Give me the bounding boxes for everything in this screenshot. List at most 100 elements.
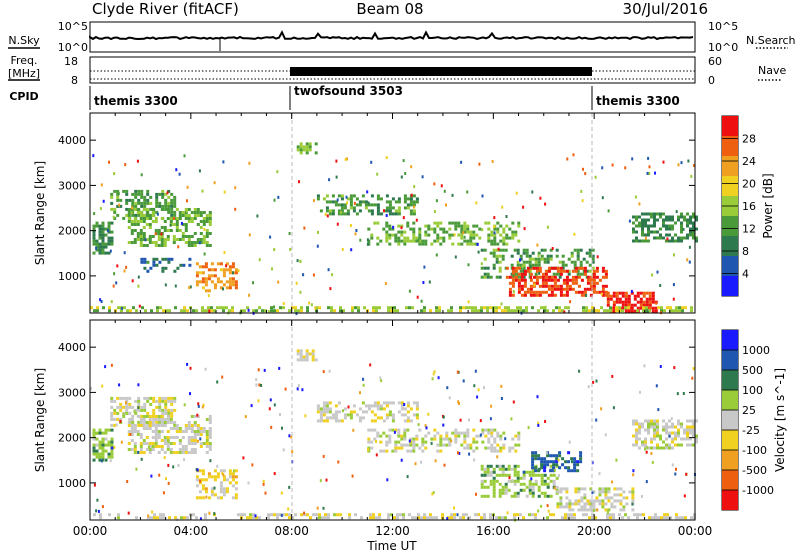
data-cell xyxy=(276,170,279,174)
data-cell xyxy=(145,238,149,241)
data-cell xyxy=(564,263,568,267)
data-cell xyxy=(403,197,407,201)
colorbar-tick-label: -100 xyxy=(742,444,767,457)
data-cell xyxy=(508,446,512,450)
data-cell xyxy=(213,478,217,482)
data-cell xyxy=(204,513,207,517)
data-cell xyxy=(273,248,276,252)
data-cell xyxy=(150,516,153,520)
data-cell xyxy=(480,479,484,483)
data-cell xyxy=(207,475,211,479)
data-cell xyxy=(519,263,523,267)
data-cell xyxy=(140,173,143,177)
data-cell xyxy=(299,358,303,362)
data-cell xyxy=(472,236,476,240)
data-cell xyxy=(248,161,251,165)
data-cell xyxy=(671,440,674,444)
data-cell xyxy=(202,442,206,445)
data-cell xyxy=(193,442,197,445)
data-cell xyxy=(296,352,300,356)
data-cell xyxy=(493,242,497,246)
data-cell xyxy=(156,306,159,310)
data-cell xyxy=(692,367,695,371)
data-cell xyxy=(531,454,535,458)
data-cell xyxy=(306,309,309,313)
data-cell xyxy=(328,416,332,420)
data-cell xyxy=(498,467,502,471)
data-cell xyxy=(192,309,195,313)
data-cell xyxy=(325,410,329,414)
data-cell xyxy=(642,300,646,304)
data-cell xyxy=(641,233,644,237)
data-cell xyxy=(522,248,526,252)
data-cell xyxy=(647,212,650,216)
data-cell xyxy=(193,217,197,220)
data-cell xyxy=(543,479,547,483)
data-cell xyxy=(202,217,206,220)
data-cell xyxy=(589,287,593,291)
data-cell xyxy=(361,200,365,204)
data-cell xyxy=(167,439,170,443)
data-cell xyxy=(644,236,647,240)
data-cell xyxy=(201,265,205,269)
data-cell xyxy=(591,306,594,310)
data-cell xyxy=(113,210,117,214)
data-cell xyxy=(95,509,98,513)
data-cell xyxy=(541,281,545,285)
data-cell xyxy=(258,383,261,387)
data-cell xyxy=(622,490,626,494)
data-cell xyxy=(555,464,559,468)
data-cell xyxy=(529,287,533,291)
data-cell xyxy=(359,391,361,395)
data-cell xyxy=(334,203,338,207)
data-cell xyxy=(457,242,461,246)
data-cell xyxy=(92,242,96,246)
data-cell xyxy=(549,257,553,261)
data-cell xyxy=(173,201,177,205)
data-cell xyxy=(384,282,387,285)
data-cell xyxy=(513,470,517,474)
data-cell xyxy=(695,239,698,243)
data-cell xyxy=(635,239,638,243)
data-cell xyxy=(231,472,235,476)
y-tick-label: 1000 xyxy=(58,270,86,283)
data-cell xyxy=(468,418,470,422)
data-cell xyxy=(175,217,179,220)
data-cell xyxy=(537,251,541,255)
data-cell xyxy=(535,275,539,279)
data-cell xyxy=(609,309,612,313)
data-cell xyxy=(400,239,404,243)
data-cell xyxy=(151,421,155,424)
data-cell xyxy=(175,223,179,226)
data-cell xyxy=(360,516,363,520)
data-cell xyxy=(208,433,212,436)
data-cell xyxy=(134,189,138,193)
data-cell xyxy=(415,200,419,204)
data-cell xyxy=(636,291,640,295)
data-cell xyxy=(352,209,356,213)
data-cell xyxy=(624,513,627,517)
data-cell xyxy=(531,463,535,467)
data-cell xyxy=(303,511,306,515)
data-cell xyxy=(234,496,238,500)
data-cell xyxy=(592,278,596,282)
data-cell xyxy=(625,496,629,500)
data-cell xyxy=(388,401,392,405)
data-cell xyxy=(463,221,467,225)
data-cell xyxy=(190,436,194,439)
data-cell xyxy=(418,242,422,246)
data-cell xyxy=(146,216,150,220)
data-cell xyxy=(333,513,336,517)
data-cell xyxy=(621,294,625,298)
data-cell xyxy=(552,463,556,467)
data-cell xyxy=(474,369,477,373)
data-cell xyxy=(161,195,165,199)
data-cell xyxy=(462,516,465,520)
data-cell xyxy=(647,227,650,231)
freq-unit: [MHz] xyxy=(8,67,40,80)
data-cell xyxy=(234,283,238,287)
data-cell xyxy=(601,196,604,200)
data-cell xyxy=(204,516,207,520)
data-cell xyxy=(516,306,519,310)
data-cell xyxy=(638,224,641,228)
